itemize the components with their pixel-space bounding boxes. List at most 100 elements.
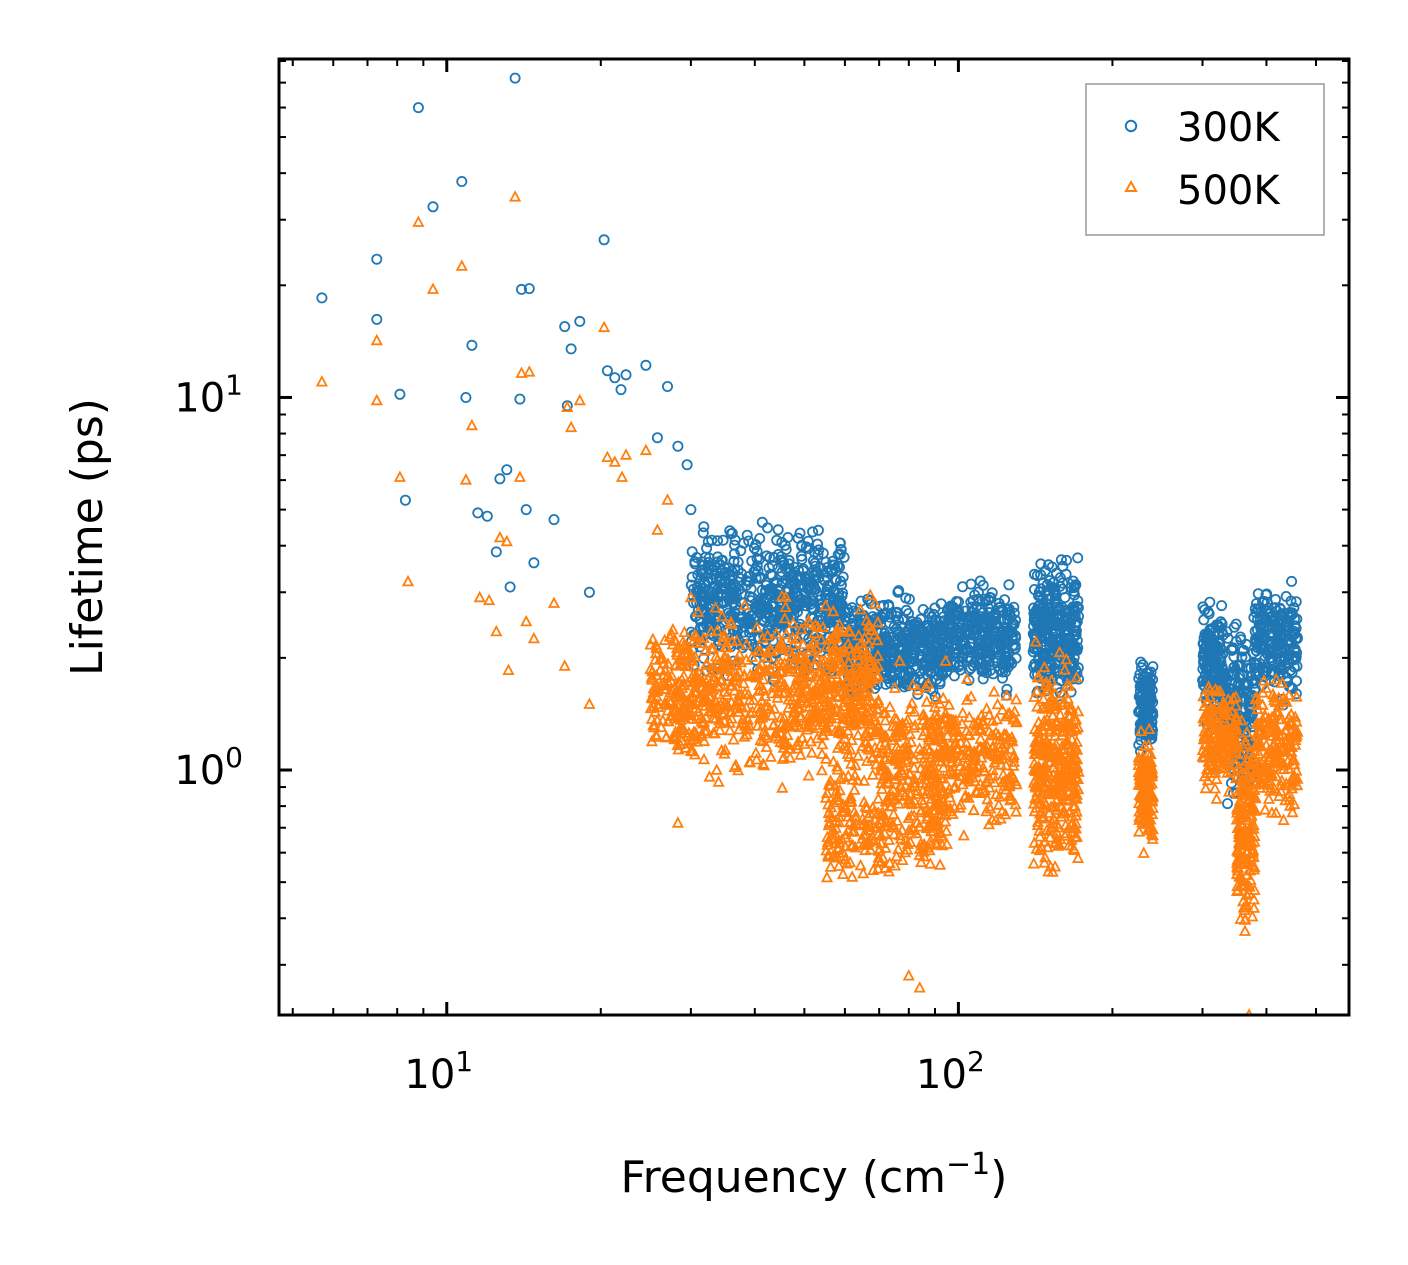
data-point bbox=[1132, 825, 1146, 837]
data-point bbox=[1216, 600, 1228, 612]
data-point bbox=[1240, 846, 1253, 858]
data-point bbox=[794, 679, 807, 691]
data-point bbox=[677, 639, 690, 651]
data-point bbox=[650, 641, 663, 653]
data-point bbox=[1144, 755, 1158, 767]
data-point bbox=[818, 654, 832, 666]
data-point bbox=[662, 380, 674, 392]
data-point bbox=[1229, 720, 1243, 732]
data-point bbox=[609, 372, 621, 384]
data-point bbox=[862, 636, 875, 649]
data-point bbox=[774, 711, 788, 723]
data-point bbox=[699, 710, 713, 723]
data-point bbox=[980, 702, 993, 714]
data-point bbox=[1239, 912, 1252, 925]
data-point bbox=[820, 639, 833, 652]
data-point bbox=[1201, 773, 1215, 786]
data-point bbox=[1049, 724, 1062, 736]
data-point bbox=[817, 668, 830, 680]
data-point bbox=[1068, 784, 1081, 796]
data-point bbox=[942, 698, 956, 710]
data-point bbox=[1031, 700, 1044, 712]
data-point bbox=[915, 632, 927, 644]
data-point bbox=[877, 809, 890, 821]
data-point bbox=[951, 741, 964, 753]
data-point bbox=[1046, 698, 1059, 710]
data-point bbox=[812, 524, 824, 536]
data-point bbox=[751, 644, 764, 656]
data-point bbox=[672, 742, 685, 755]
data-point bbox=[980, 662, 992, 674]
data-point bbox=[1060, 611, 1072, 623]
data-point bbox=[812, 589, 824, 601]
data-point bbox=[875, 829, 888, 841]
data-point bbox=[731, 763, 745, 776]
data-point bbox=[819, 710, 833, 723]
data-point bbox=[738, 730, 751, 742]
data-point bbox=[661, 704, 674, 716]
data-point bbox=[744, 755, 757, 768]
data-point bbox=[849, 758, 862, 771]
data-point bbox=[723, 716, 736, 728]
data-point bbox=[1028, 690, 1041, 702]
data-point bbox=[935, 735, 949, 747]
data-point bbox=[1277, 813, 1290, 825]
data-point bbox=[1211, 684, 1224, 697]
data-point bbox=[1204, 625, 1216, 637]
data-point bbox=[781, 664, 794, 677]
data-point bbox=[890, 849, 903, 862]
data-point bbox=[972, 722, 985, 734]
data-point bbox=[1049, 800, 1062, 812]
data-point bbox=[565, 343, 577, 355]
data-point bbox=[501, 464, 513, 476]
data-point bbox=[1058, 788, 1071, 800]
data-point bbox=[915, 793, 928, 805]
data-point bbox=[1234, 670, 1246, 682]
data-point bbox=[786, 638, 800, 650]
data-point bbox=[893, 747, 907, 759]
data-point bbox=[1054, 708, 1067, 720]
data-point bbox=[1063, 710, 1077, 722]
data-point bbox=[707, 701, 720, 714]
data-point bbox=[876, 763, 889, 776]
data-point bbox=[1134, 724, 1148, 736]
data-point bbox=[831, 671, 844, 683]
data-point bbox=[1235, 747, 1248, 760]
data-point bbox=[714, 673, 727, 685]
data-point bbox=[967, 622, 979, 634]
data-point bbox=[921, 806, 934, 818]
data-point bbox=[935, 807, 948, 820]
data-point bbox=[969, 609, 981, 621]
data-point bbox=[684, 649, 697, 662]
data-point bbox=[1137, 659, 1149, 671]
data-point bbox=[922, 733, 936, 745]
data-point bbox=[933, 778, 946, 791]
data-point bbox=[1217, 725, 1230, 737]
data-point bbox=[1072, 642, 1084, 654]
data-point bbox=[832, 815, 846, 828]
data-point bbox=[999, 594, 1011, 606]
data-point bbox=[979, 629, 991, 641]
data-point bbox=[1215, 702, 1229, 714]
data-point bbox=[824, 860, 837, 872]
data-point bbox=[456, 175, 468, 187]
data-point bbox=[695, 622, 707, 634]
data-point bbox=[1247, 901, 1261, 913]
data-point bbox=[929, 803, 942, 816]
data-point bbox=[806, 590, 818, 602]
data-point bbox=[889, 772, 902, 784]
data-point bbox=[815, 632, 828, 645]
data-point bbox=[822, 806, 835, 818]
data-point bbox=[862, 834, 876, 846]
data-point bbox=[939, 654, 952, 666]
data-point bbox=[848, 783, 861, 795]
data-point bbox=[795, 622, 808, 635]
data-point bbox=[826, 644, 839, 656]
data-point bbox=[1243, 836, 1257, 848]
data-point bbox=[896, 853, 909, 865]
data-point bbox=[928, 775, 942, 788]
data-point bbox=[1042, 864, 1055, 877]
data-point bbox=[888, 681, 902, 693]
data-point bbox=[937, 747, 950, 759]
data-point bbox=[910, 826, 923, 839]
